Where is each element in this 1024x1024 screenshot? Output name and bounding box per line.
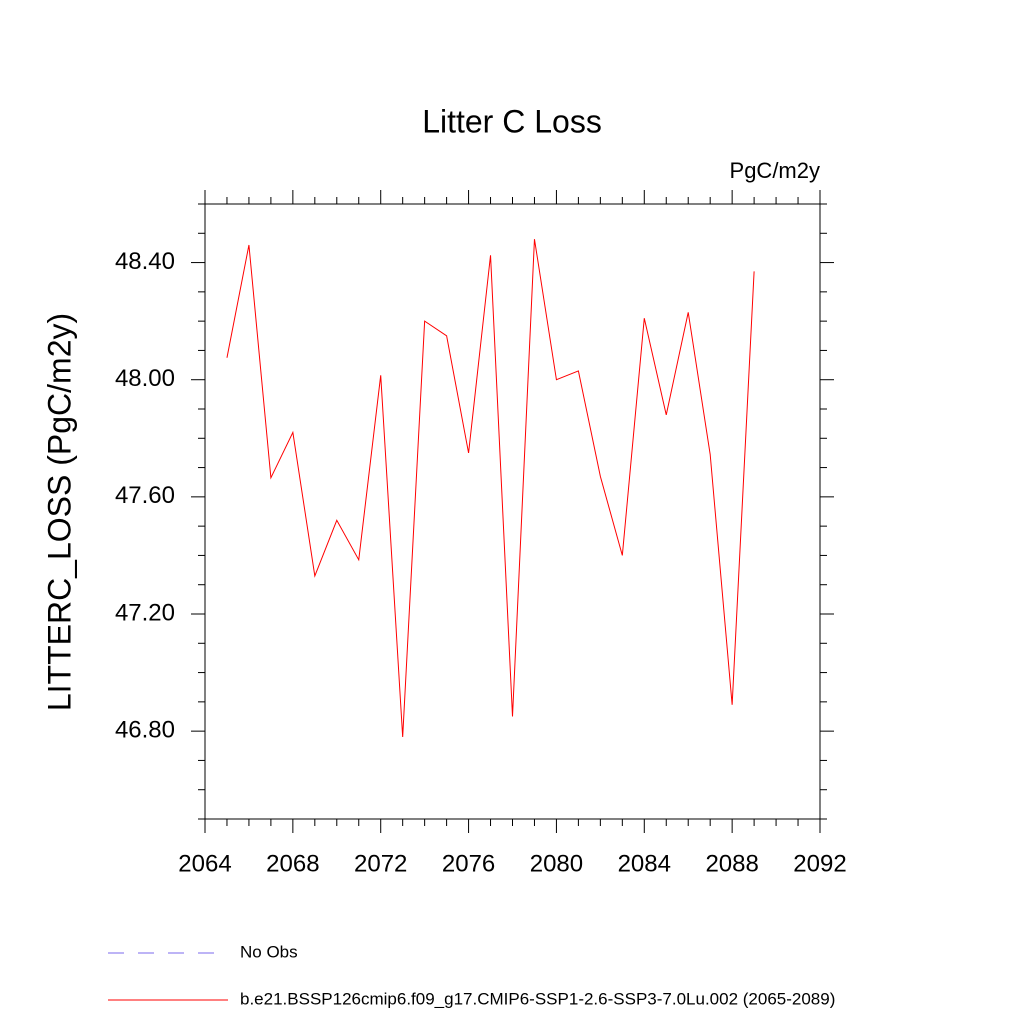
x-tick-label: 2068	[266, 850, 319, 877]
chart-title: Litter C Loss	[422, 103, 602, 139]
x-tick-label: 2080	[530, 850, 583, 877]
x-tick-label: 2088	[705, 850, 758, 877]
x-tick-label: 2064	[178, 850, 231, 877]
legend-label: No Obs	[240, 942, 298, 961]
y-tick-label: 47.20	[115, 599, 175, 626]
y-tick-label: 48.00	[115, 365, 175, 392]
series-line	[226, 239, 755, 738]
x-tick-label: 2084	[618, 850, 671, 877]
legend-label: b.e21.BSSP126cmip6.f09_g17.CMIP6-SSP1-2.…	[240, 989, 835, 1008]
y-tick-label: 48.40	[115, 248, 175, 275]
x-tick-label: 2092	[793, 850, 846, 877]
y-tick-label: 46.80	[115, 716, 175, 743]
units-label: PgC/m2y	[730, 158, 820, 183]
x-tick-label: 2072	[354, 850, 407, 877]
x-tick-label: 2076	[442, 850, 495, 877]
y-tick-label: 47.60	[115, 482, 175, 509]
y-axis-label: LITTERC_LOSS (PgC/m2y)	[41, 313, 77, 711]
